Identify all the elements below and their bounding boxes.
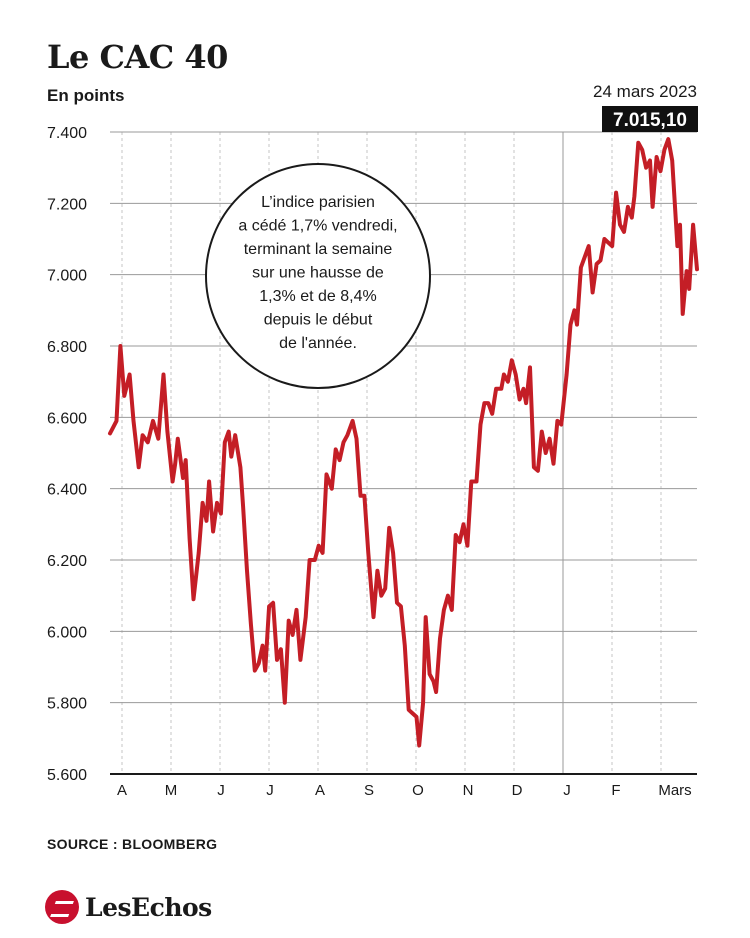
annotation-text: L’indice parisien a cédé 1,7% vendredi, te… <box>238 194 397 352</box>
cac40-series-line <box>108 137 699 748</box>
source-credit: SOURCE : BLOOMBERG <box>47 836 218 852</box>
y-tick-label: 6.000 <box>47 624 87 641</box>
y-tick-label: 7.400 <box>47 125 87 142</box>
y-tick-label: 6.600 <box>47 410 87 427</box>
x-tick-label: A <box>117 782 127 799</box>
y-tick-label: 6.400 <box>47 482 87 499</box>
cac40-line-chart: 7.400 7.200 7.000 6.800 6.600 6.400 6.200 6.000… <box>47 82 699 799</box>
x-tick-label: N <box>463 782 474 799</box>
annotation-line: 1,3% et de 8,4% <box>259 288 376 305</box>
chart-unit-label: En points <box>47 86 125 105</box>
y-tick-label: 5.600 <box>47 767 87 784</box>
y-tick-label: 5.800 <box>47 696 87 713</box>
y-tick-label: 7.200 <box>47 196 87 213</box>
x-tick-label: J <box>266 782 274 799</box>
x-axis-tick-labels: A M J J A S O N D J F Mars <box>117 782 692 799</box>
x-tick-label: J <box>217 782 225 799</box>
x-tick-label: D <box>512 782 523 799</box>
x-tick-label: A <box>315 782 325 799</box>
annotation-line: a cédé 1,7% vendredi, <box>238 218 397 235</box>
les-echos-logo: LesEchos <box>45 890 212 924</box>
y-tick-label: 6.200 <box>47 553 87 570</box>
x-tick-label: J <box>563 782 571 799</box>
annotation-line: depuis le début <box>264 312 373 329</box>
x-tick-label: Mars <box>658 782 691 799</box>
les-echos-logo-icon <box>45 890 79 924</box>
y-tick-label: 6.800 <box>47 339 87 356</box>
annotation-bubble: L’indice parisien a cédé 1,7% vendredi, te… <box>205 163 431 389</box>
last-value-box <box>602 106 698 132</box>
chart-title: Le CAC 40 <box>47 38 228 76</box>
brand-name: LesEchos <box>85 892 212 922</box>
y-axis-tick-labels: 7.400 7.200 7.000 6.800 6.600 6.400 6.200 6.000… <box>47 125 87 784</box>
x-tick-label: M <box>165 782 178 799</box>
x-tick-label: O <box>412 782 424 799</box>
x-tick-label: F <box>611 782 620 799</box>
x-tick-label: S <box>364 782 374 799</box>
annotation-line: sur une hausse de <box>252 265 384 282</box>
last-value-label: 7.015,10 <box>613 110 687 131</box>
last-date-label: 24 mars 2023 <box>593 82 697 101</box>
y-tick-label: 7.000 <box>47 268 87 285</box>
annotation-line: L’indice parisien <box>261 194 375 211</box>
vertical-gridlines <box>121 132 662 774</box>
annotation-line: de l'année. <box>279 335 357 352</box>
annotation-line: terminant la semaine <box>244 241 393 258</box>
